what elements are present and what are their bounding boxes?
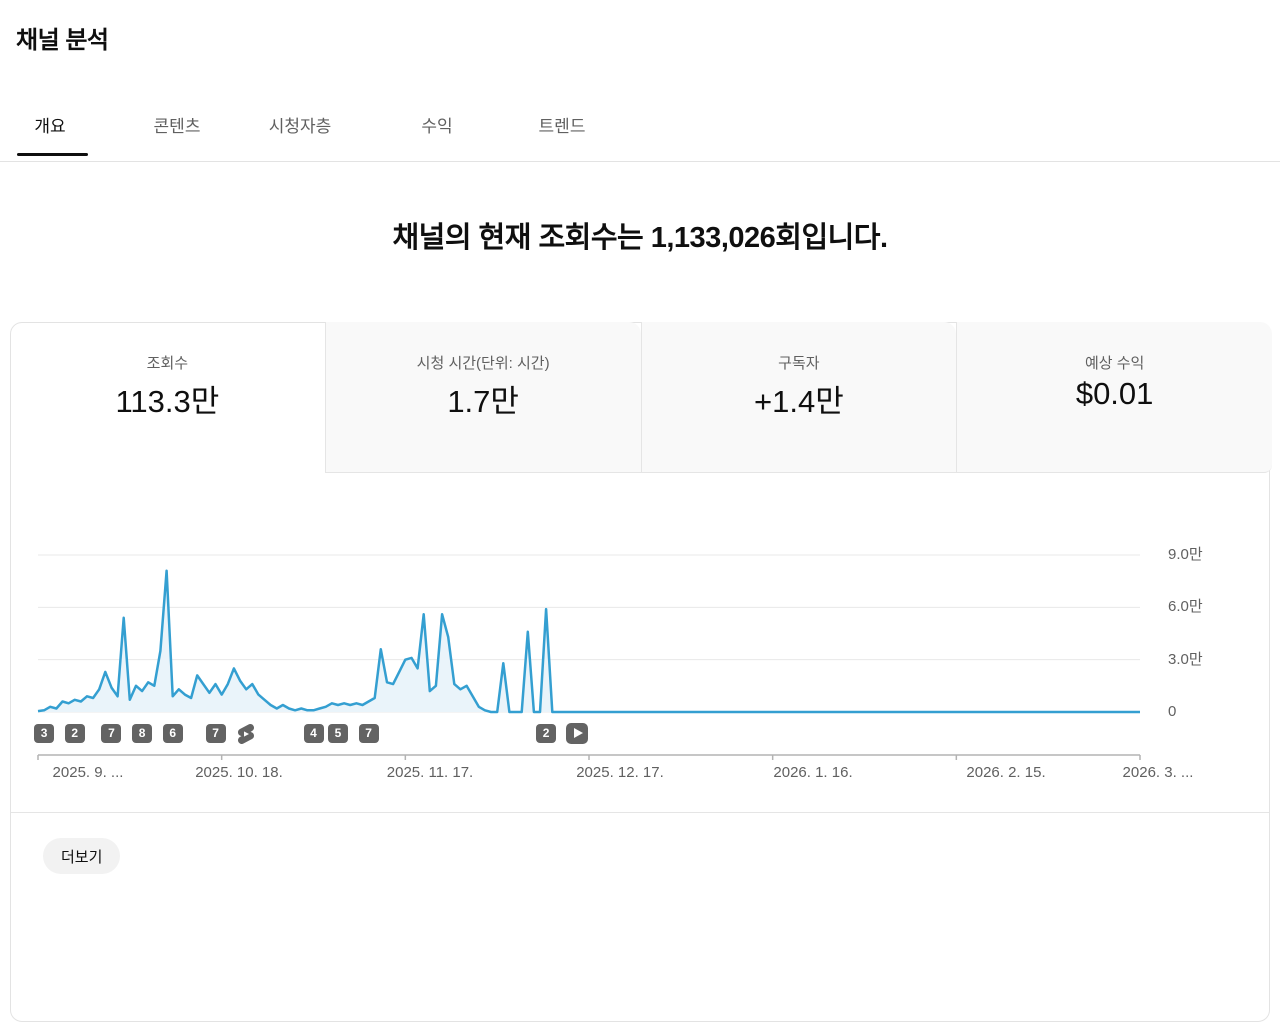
see-more-button[interactable]: 더보기: [43, 838, 121, 874]
metric-views-label: 조회수: [146, 355, 189, 372]
metric-watch-time[interactable]: 시청 시간(단위: 시간) 1.7만: [324, 322, 641, 473]
metric-revenue-label: 예상 수익: [1084, 355, 1145, 372]
metric-watch-time-label: 시청 시간(단위: 시간): [416, 355, 550, 372]
metric-subscribers[interactable]: 구독자 +1.4만: [640, 322, 957, 473]
upload-marker-count[interactable]: 3: [34, 724, 55, 743]
y-axis-label: 3.0만: [1168, 650, 1203, 668]
metric-subscribers-label: 구독자: [778, 355, 820, 372]
x-axis-label: 2025. 10. 18.: [195, 764, 283, 781]
shorts-icon: [238, 724, 255, 744]
upload-marker-count[interactable]: 7: [101, 724, 122, 743]
metric-watch-time-value: 1.7만: [447, 384, 519, 419]
views-line: [37, 569, 1140, 714]
y-axis-label: 9.0만: [1168, 546, 1203, 563]
x-axis-label: 2025. 12. 17.: [576, 764, 664, 781]
page-title: 채널 분석: [16, 27, 109, 54]
tab-audience[interactable]: 시청자층: [268, 117, 332, 136]
tab-bar-divider: [0, 161, 1280, 162]
tab-overview[interactable]: 개요: [34, 117, 66, 136]
upload-marker-count[interactable]: 7: [358, 724, 379, 743]
upload-marker-count[interactable]: 2: [64, 724, 85, 743]
metric-views-value: 113.3만: [115, 384, 220, 419]
metric-subscribers-value: +1.4만: [754, 384, 844, 419]
views-headline: 채널의 현재 조회수는 1,133,026회입니다.: [392, 222, 888, 254]
y-axis-label: 6.0만: [1168, 598, 1203, 616]
upload-marker-count[interactable]: 8: [132, 724, 153, 743]
views-area-fill: [38, 570, 1140, 712]
upload-marker-count[interactable]: 2: [536, 724, 557, 743]
x-axis-label: 2025. 11. 17.: [386, 764, 474, 781]
y-axis-label: 0: [1168, 703, 1177, 720]
metric-revenue-value: $0.01: [1075, 376, 1154, 411]
upload-marker-count[interactable]: 7: [205, 724, 226, 743]
upload-marker-count[interactable]: 4: [303, 724, 324, 743]
upload-marker-count[interactable]: 5: [327, 724, 348, 743]
x-axis-label: 2026. 1. 16.: [773, 764, 853, 781]
tab-revenue[interactable]: 수익: [421, 117, 453, 136]
x-axis-label: 2026. 3. ...: [1122, 764, 1194, 781]
active-tab-underline: [17, 153, 88, 156]
upload-marker-count[interactable]: 6: [162, 724, 183, 743]
upload-marker-video[interactable]: [565, 723, 588, 744]
x-axis-label: 2026. 2. 15.: [966, 764, 1046, 781]
metric-revenue[interactable]: 예상 수익 $0.01: [956, 322, 1272, 473]
tab-content[interactable]: 콘텐츠: [153, 117, 201, 136]
play-icon: [573, 728, 583, 738]
tab-trends[interactable]: 트렌드: [538, 117, 586, 136]
metric-tabs-row: 조회수 113.3만 시청 시간(단위: 시간) 1.7만 구독자 +1.4만 …: [10, 322, 1272, 473]
views-area-chart: [37, 554, 1141, 760]
card-footer-divider: [11, 812, 1269, 813]
upload-marker-shorts[interactable]: [234, 722, 258, 746]
x-axis-label: 2025. 9. ...: [52, 764, 124, 781]
metric-views[interactable]: 조회수 113.3만: [10, 322, 325, 473]
